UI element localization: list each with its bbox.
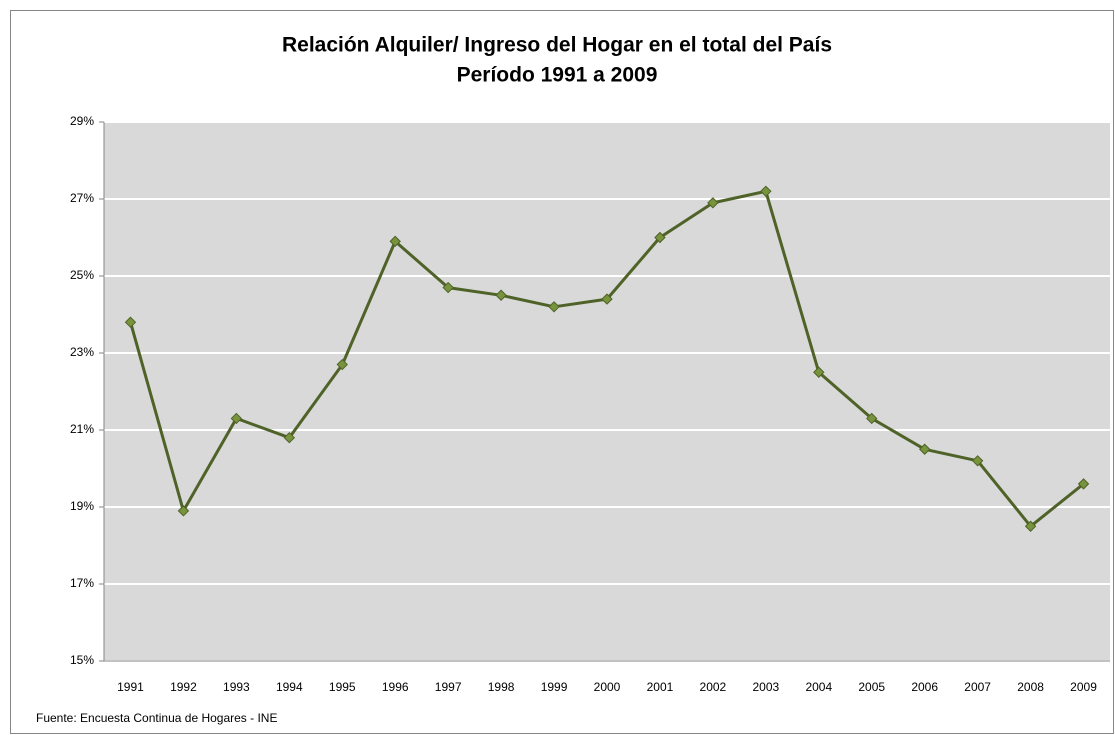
data-marker bbox=[866, 412, 878, 425]
data-marker bbox=[336, 358, 348, 371]
data-marker bbox=[760, 185, 772, 198]
chart-subtitle: Período 1991 a 2009 bbox=[457, 64, 658, 87]
x-tick-label: 2008 bbox=[1017, 680, 1044, 694]
x-tick-label: 2002 bbox=[700, 680, 727, 694]
data-marker bbox=[442, 281, 454, 294]
y-tick-label: 17% bbox=[70, 576, 94, 590]
y-tick-label: 23% bbox=[70, 345, 94, 359]
data-marker bbox=[707, 197, 719, 209]
x-tick-label: 2007 bbox=[964, 680, 991, 694]
x-tick-label: 1999 bbox=[541, 680, 568, 694]
x-tick-label: 1993 bbox=[223, 680, 250, 694]
data-marker bbox=[495, 289, 507, 301]
x-tick-label: 2005 bbox=[858, 680, 885, 694]
x-tick-label: 2004 bbox=[805, 680, 832, 694]
x-tick-label: 1992 bbox=[170, 680, 197, 694]
y-tick-label: 15% bbox=[70, 653, 94, 667]
data-marker bbox=[971, 455, 984, 467]
data-marker bbox=[654, 231, 666, 244]
data-marker bbox=[548, 301, 560, 313]
y-tick-label: 21% bbox=[70, 422, 94, 436]
data-marker bbox=[918, 443, 931, 455]
x-tick-label: 1995 bbox=[329, 680, 356, 694]
y-tick-label: 27% bbox=[70, 191, 94, 205]
x-tick-label: 1994 bbox=[276, 680, 303, 694]
source-note: Fuente: Encuesta Continua de Hogares - I… bbox=[36, 711, 277, 725]
data-marker bbox=[283, 431, 296, 444]
data-marker bbox=[601, 293, 613, 305]
data-marker bbox=[1024, 520, 1037, 532]
x-tick-label: 2009 bbox=[1070, 680, 1097, 694]
y-tick-label: 25% bbox=[70, 268, 94, 282]
data-marker bbox=[813, 366, 825, 378]
x-tick-label: 1998 bbox=[488, 680, 515, 694]
x-tick-label: 2003 bbox=[752, 680, 779, 694]
data-marker bbox=[230, 412, 243, 425]
x-tick-label: 2000 bbox=[594, 680, 621, 694]
y-tick-label: 19% bbox=[70, 499, 94, 513]
data-marker bbox=[177, 505, 190, 517]
x-tick-label: 1991 bbox=[117, 680, 144, 694]
data-marker bbox=[124, 316, 137, 328]
data-marker bbox=[1077, 478, 1090, 490]
plot-area bbox=[104, 122, 1110, 661]
chart-title: Relación Alquiler/ Ingreso del Hogar en … bbox=[282, 34, 832, 57]
y-tick-label: 29% bbox=[70, 114, 94, 128]
x-tick-label: 1996 bbox=[382, 680, 409, 694]
x-tick-label: 2006 bbox=[911, 680, 938, 694]
x-tick-label: 2001 bbox=[647, 680, 674, 694]
data-marker bbox=[389, 235, 401, 248]
x-tick-label: 1997 bbox=[435, 680, 462, 694]
